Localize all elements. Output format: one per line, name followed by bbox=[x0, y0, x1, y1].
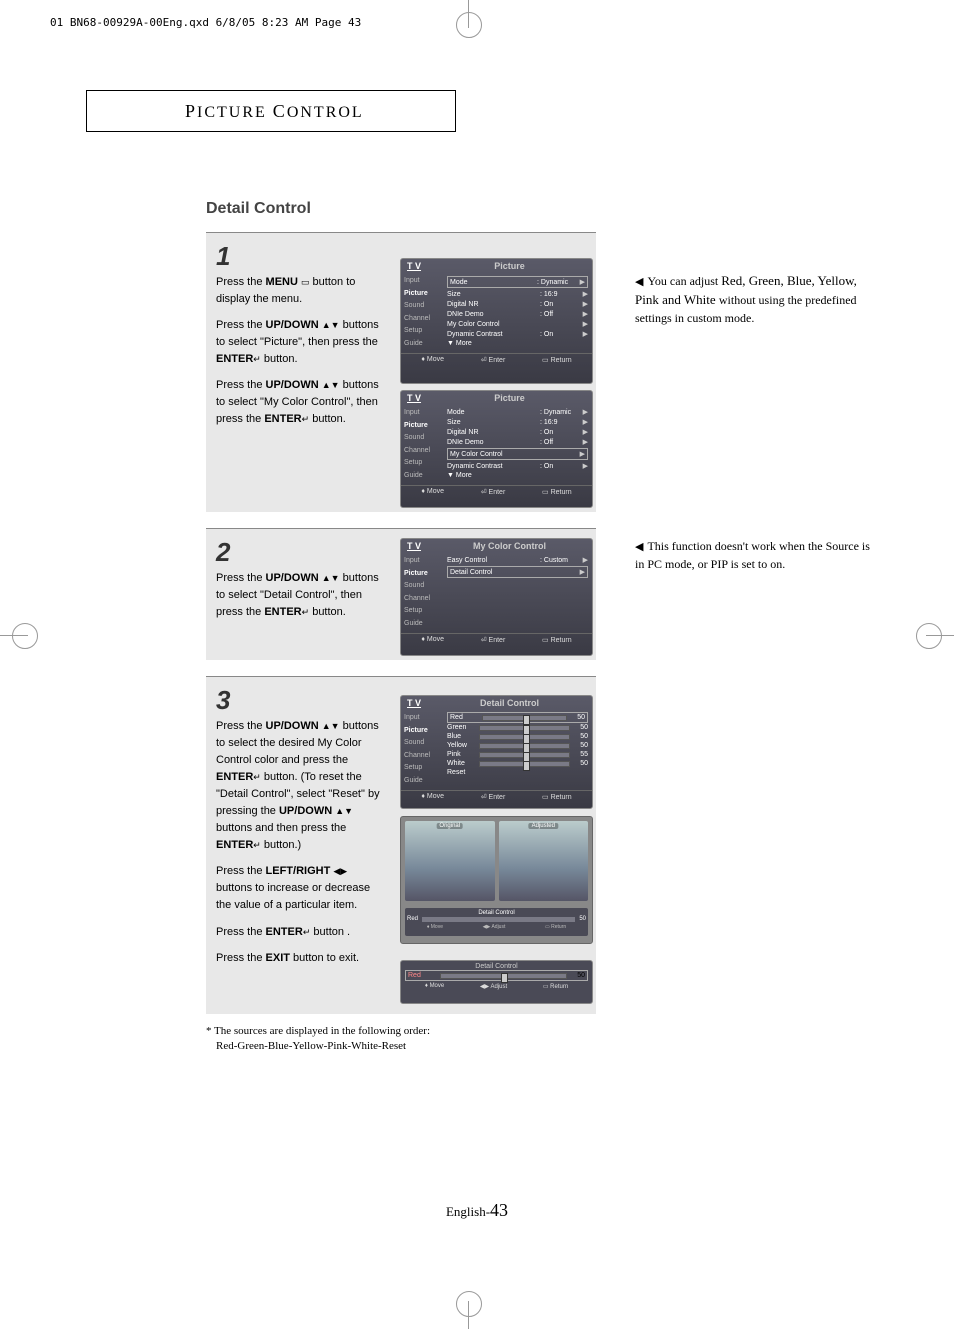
enter-icon: ↵ bbox=[253, 839, 261, 853]
enter-icon: ↵ bbox=[302, 606, 310, 620]
side-note-1: ◀You can adjust Red, Green, Blue, Yellow… bbox=[635, 272, 870, 327]
footnote: * The sources are displayed in the follo… bbox=[206, 1024, 430, 1055]
crop-mark-right bbox=[926, 635, 954, 636]
enter-icon: ↵ bbox=[253, 353, 261, 367]
crop-mark-left bbox=[0, 635, 28, 636]
step-text: Press the UP/DOWN ▲▼ buttons to select t… bbox=[216, 718, 386, 967]
section-title: PICTURE CONTROL bbox=[185, 101, 364, 122]
side-note-2: ◀This function doesn't work when the Sou… bbox=[635, 538, 870, 573]
updown-icon: ▲▼ bbox=[322, 572, 340, 586]
crop-mark-bottom bbox=[468, 1301, 469, 1329]
tv-menu-picture-2: T VPictureInputPictureSoundChannelSetupG… bbox=[400, 390, 593, 508]
section-title-box: PICTURE CONTROL bbox=[86, 90, 456, 132]
tv-menu-detail: T VDetail ControlInputPictureSoundChanne… bbox=[400, 695, 593, 809]
file-header: 01 BN68-00929A-00Eng.qxd 6/8/05 8:23 AM … bbox=[50, 16, 361, 29]
updown-icon: ▲▼ bbox=[335, 805, 353, 819]
step-text: Press the UP/DOWN ▲▼ buttons to select "… bbox=[216, 570, 386, 621]
page-number: English-43 bbox=[0, 1200, 954, 1221]
page-title: Detail Control bbox=[206, 200, 311, 218]
tv-menu-picture-1: T VPictureInputPictureSoundChannelSetupG… bbox=[400, 258, 593, 384]
preview-original: Original bbox=[405, 821, 495, 901]
updown-icon: ▲▼ bbox=[322, 319, 340, 333]
tv-menu-mycolor: T VMy Color ControlInputPictureSoundChan… bbox=[400, 538, 593, 656]
updown-icon: ▲▼ bbox=[322, 720, 340, 734]
preview-panel: Original Adjusted Detail Control Red50 ♦… bbox=[400, 816, 593, 944]
triangle-icon: ◀ bbox=[635, 541, 643, 553]
adjust-bar: Detail Control Red50 ♦ Move◀▶ Adjust▭ Re… bbox=[400, 960, 593, 1004]
step-text: Press the MENU ▭ button to display the m… bbox=[216, 274, 386, 428]
crop-mark-top bbox=[468, 0, 469, 28]
preview-bottom-bar: Detail Control Red50 ♦ Move◀▶ Adjust▭ Re… bbox=[405, 908, 588, 936]
menu-icon: ▭ bbox=[301, 276, 310, 290]
updown-icon: ▲▼ bbox=[322, 379, 340, 393]
enter-icon: ↵ bbox=[302, 413, 310, 427]
enter-icon: ↵ bbox=[253, 771, 261, 785]
leftright-icon: ◀▶ bbox=[333, 865, 347, 879]
triangle-icon: ◀ bbox=[635, 276, 643, 288]
preview-adjusted: Adjusted bbox=[499, 821, 589, 901]
